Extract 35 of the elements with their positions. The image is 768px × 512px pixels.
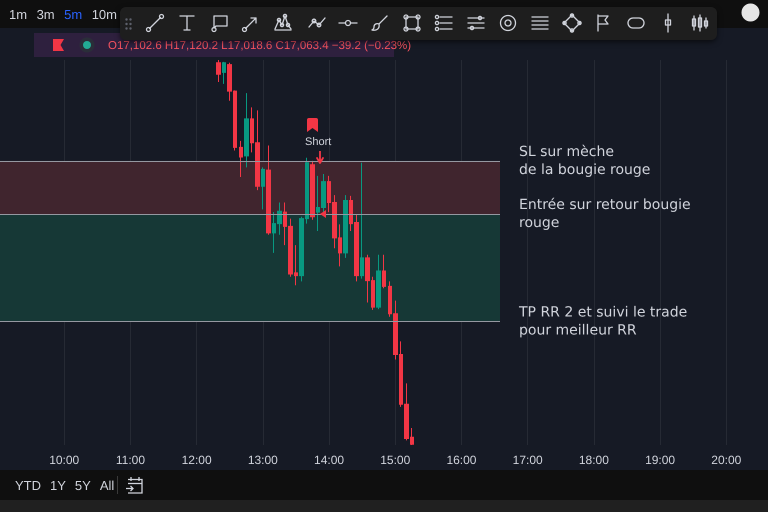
text: All bbox=[100, 478, 114, 492]
text: YTD bbox=[15, 478, 41, 492]
text: 10m bbox=[92, 6, 117, 22]
x-tick-label: 18:00 bbox=[578, 453, 610, 467]
x-tick-label: 16:00 bbox=[446, 453, 477, 467]
x-tick-label: 11:00 bbox=[116, 453, 146, 467]
x-tick-label: 13:00 bbox=[248, 453, 278, 467]
chart-subtitle: O17,102.6 H17,120.2 L17,018.6 C17,063.4 −39.2 (−0.23%) bbox=[108, 39, 412, 53]
x-tick-label: 20:00 bbox=[711, 453, 742, 467]
text: 5Y bbox=[74, 478, 91, 492]
candlestick bbox=[382, 254, 386, 289]
x-tick-label: 14:00 bbox=[314, 453, 344, 467]
ref-line-label: Entrée sur retour bougie rouge bbox=[519, 197, 691, 231]
ref-line-label: SL sur mèche de la bougie rouge bbox=[519, 144, 650, 178]
candlestick bbox=[360, 162, 364, 280]
candlestick bbox=[261, 166, 265, 210]
annotation: Short bbox=[305, 134, 332, 149]
text: 1m bbox=[9, 6, 28, 22]
candlestick bbox=[216, 60, 221, 82]
x-tick-label: 15:00 bbox=[380, 453, 411, 467]
text: 1Y bbox=[50, 478, 66, 492]
candlestick bbox=[222, 61, 226, 84]
text: 5m bbox=[64, 6, 82, 22]
x-tick-label: 10:00 bbox=[49, 453, 80, 467]
candlestick bbox=[343, 194, 348, 258]
candlestick bbox=[376, 254, 381, 310]
ref-line-label: TP RR 2 et suivi le trade pour meilleur RR bbox=[518, 304, 688, 338]
text: 3m bbox=[36, 6, 55, 22]
candlestick bbox=[310, 160, 315, 220]
candlestick bbox=[266, 144, 271, 236]
candlestick bbox=[239, 140, 243, 178]
x-tick-label: 12:00 bbox=[182, 453, 212, 467]
candlestick bbox=[244, 92, 249, 168]
x-tick-label: 19:00 bbox=[645, 453, 676, 467]
x-tick-label: 17:00 bbox=[512, 453, 544, 467]
